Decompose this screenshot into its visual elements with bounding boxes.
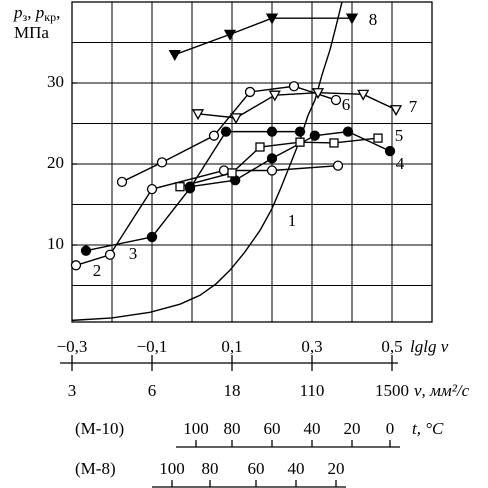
- temp-tick-label: 20: [344, 419, 361, 438]
- marker: [268, 90, 281, 102]
- series-label: 5: [395, 126, 404, 145]
- y-label-part: p: [35, 3, 45, 22]
- y-tick-label: 20: [47, 153, 64, 172]
- temp-tick-label: 60: [248, 459, 265, 478]
- marker: [227, 168, 237, 178]
- series-line: [71, 1, 343, 322]
- marker: [223, 29, 237, 41]
- temp-axis-name: (М-8): [75, 459, 116, 478]
- y-label-part: ,: [56, 3, 60, 22]
- y-label-part: p: [13, 3, 23, 22]
- series-line: [75, 164, 339, 266]
- marker: [104, 249, 116, 260]
- series-label: 2: [93, 261, 102, 280]
- series-line: [174, 17, 352, 56]
- marker: [309, 130, 320, 141]
- marker: [80, 245, 92, 256]
- x-tick-label: 0,1: [221, 337, 242, 356]
- series-label: 1: [288, 211, 297, 230]
- temp-tick-label: 20: [328, 459, 345, 478]
- marker: [342, 126, 354, 137]
- x-axis-label: lglg ν: [410, 337, 449, 356]
- y-axis-label: pз, pкр,: [13, 3, 60, 24]
- temp-tick-label: 0: [386, 419, 395, 438]
- nu-tick-label: 1500: [375, 381, 409, 400]
- marker: [220, 126, 232, 137]
- temp-tick-label: 100: [183, 419, 209, 438]
- x-tick-label: −0,3: [57, 337, 88, 356]
- y-tick-label: 10: [47, 234, 64, 253]
- y-label-part: кр: [44, 10, 56, 24]
- marker: [146, 183, 158, 195]
- nu-tick-label: 6: [148, 381, 157, 400]
- x-tick-label: 0,3: [301, 337, 322, 356]
- y-label-part: ,: [27, 3, 36, 22]
- marker: [373, 133, 383, 143]
- marker: [244, 86, 256, 98]
- marker: [389, 105, 403, 117]
- nu-tick-label: 3: [68, 381, 77, 400]
- y-label-part: з: [23, 10, 28, 24]
- plot-frame: [71, 1, 433, 323]
- temp-tick-label: 60: [264, 419, 281, 438]
- marker: [311, 88, 325, 100]
- nu-axis-label: ν, мм²/с: [414, 381, 470, 400]
- series-label: 6: [342, 95, 351, 114]
- nu-tick-label: 18: [224, 381, 241, 400]
- series-label: 3: [129, 244, 138, 263]
- marker: [330, 94, 342, 106]
- temp-tick-label: 80: [224, 419, 241, 438]
- temp-tick-label: 40: [288, 459, 305, 478]
- series-label: 7: [409, 97, 418, 116]
- marker: [294, 126, 306, 137]
- marker: [266, 126, 278, 137]
- temp-tick-label: 100: [159, 459, 185, 478]
- temp-axis-name: (М-10): [75, 419, 124, 438]
- series-line: [179, 137, 379, 188]
- temp-tick-label: 40: [304, 419, 321, 438]
- temp-tick-label: 80: [202, 459, 219, 478]
- x-tick-label: −0,1: [137, 337, 168, 356]
- marker: [229, 113, 243, 125]
- series-line: [197, 92, 397, 119]
- marker: [332, 160, 344, 171]
- x-tick-label: 0,5: [381, 337, 402, 356]
- y-axis-unit: МПа: [14, 23, 49, 42]
- y-tick-label: 30: [47, 72, 64, 91]
- marker: [265, 13, 279, 25]
- marker: [116, 176, 128, 187]
- marker: [175, 182, 185, 192]
- marker: [156, 157, 168, 168]
- marker: [288, 81, 300, 92]
- series-label: 8: [369, 10, 378, 29]
- marker: [295, 137, 305, 147]
- marker: [266, 153, 278, 164]
- marker: [384, 145, 396, 157]
- series-line: [189, 130, 391, 188]
- marker: [345, 13, 359, 25]
- nu-tick-label: 110: [300, 381, 325, 400]
- marker: [255, 142, 265, 152]
- marker: [70, 260, 82, 271]
- marker: [208, 130, 220, 141]
- marker: [266, 165, 278, 176]
- marker: [329, 138, 339, 148]
- marker: [146, 231, 158, 243]
- marker: [168, 50, 181, 61]
- series-label: 4: [396, 154, 405, 173]
- temp-axis-label: t, °C: [412, 419, 444, 438]
- marker: [191, 109, 205, 121]
- marker: [357, 89, 370, 101]
